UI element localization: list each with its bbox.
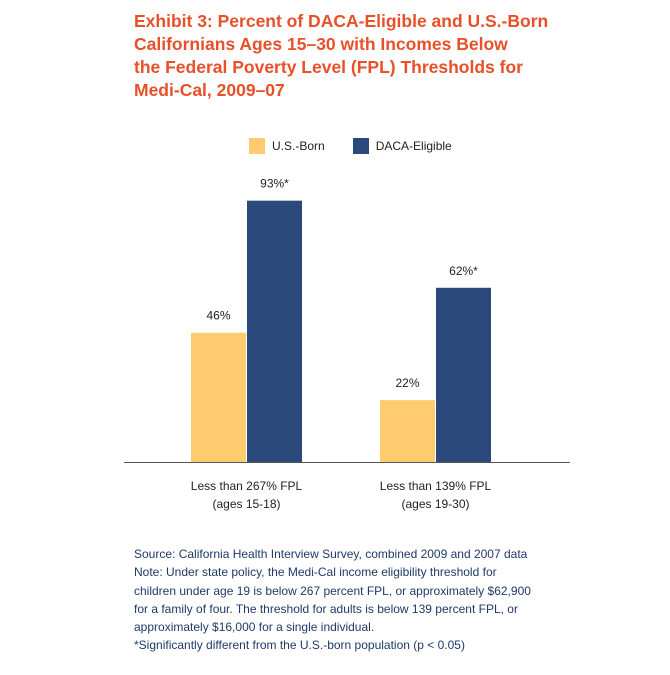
category-label: Less than 139% FPL: [380, 479, 492, 493]
chart-legend: U.S.-Born DACA-Eligible: [249, 138, 452, 154]
chart-notes: Source: California Health Interview Surv…: [134, 545, 654, 655]
bar: [380, 400, 435, 462]
legend-label-daca-eligible: DACA-Eligible: [375, 139, 452, 153]
chart-title-line: Medi-Cal, 2009–07: [134, 80, 285, 100]
legend-swatch-daca-eligible: [352, 138, 369, 154]
legend-label-us-born: U.S.-Born: [272, 139, 325, 153]
data-label: 46%: [206, 309, 230, 323]
policy-note-line: children under age 19 is below 267 perce…: [134, 583, 531, 598]
data-label: 93%*: [260, 177, 289, 191]
bar-chart: 46% 93%* Less than 267% FPL (ages 15-18) 22%…: [124, 177, 570, 511]
legend-item-us-born: U.S.-Born: [249, 138, 325, 154]
significance-note: *Significantly different from the U.S.-b…: [134, 638, 465, 653]
bar: [191, 332, 246, 462]
data-label: 62%*: [449, 264, 478, 278]
legend-item-daca-eligible: DACA-Eligible: [352, 138, 452, 154]
source-note: Source: California Health Interview Surv…: [134, 547, 528, 561]
bar: [436, 287, 491, 462]
category-label: (ages 15-18): [212, 497, 280, 511]
bar: [247, 200, 302, 463]
category-label: (ages 19-30): [401, 497, 469, 511]
chart-title-line: the Federal Poverty Level (FPL) Threshol…: [134, 57, 523, 77]
policy-note-line: approximately $16,000 for a single indiv…: [134, 620, 375, 635]
chart-title: Exhibit 3: Percent of DACA-Eligible and …: [134, 10, 554, 102]
chart-title-line: Exhibit 3: Percent of DACA-Eligible and …: [134, 11, 549, 31]
chart-title-line: Californians Ages 15–30 with Incomes Bel…: [134, 34, 508, 54]
legend-swatch-us-born: [249, 138, 265, 154]
category-label: Less than 267% FPL: [191, 479, 303, 493]
policy-note-line: Note: Under state policy, the Medi-Cal i…: [134, 565, 497, 580]
data-label: 22%: [395, 376, 419, 390]
policy-note-line: for a family of four. The threshold for …: [134, 601, 518, 616]
